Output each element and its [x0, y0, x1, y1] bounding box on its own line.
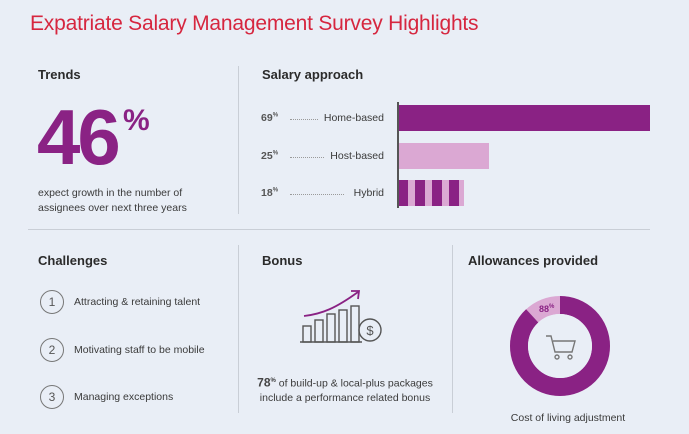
salary-heading: Salary approach [262, 67, 364, 82]
salary-label-host: Host-based [330, 150, 384, 162]
challenge-number-3: 3 [40, 385, 64, 409]
page-title: Expatriate Salary Management Survey High… [30, 12, 479, 35]
salary-bar-hybrid [398, 180, 464, 206]
svg-text:$: $ [366, 323, 374, 338]
allowances-heading: Allowances provided [468, 253, 599, 268]
salary-bar-home [398, 105, 650, 131]
salary-pct-home: 69% [261, 112, 279, 124]
bonus-description: 78% of build-up & local-plus packages in… [250, 374, 440, 405]
salary-axis [397, 102, 399, 208]
donut-arc-value [510, 296, 610, 396]
salary-label-home: Home-based [323, 112, 384, 124]
divider-vertical-bottom-right [452, 245, 453, 413]
divider-vertical-bottom-left [238, 245, 239, 413]
allowances-donut [508, 294, 612, 403]
salary-bar-host [398, 143, 489, 169]
bonus-line1: 78% of build-up & local-plus packages [257, 375, 433, 390]
bonus-line2: include a performance related bonus [259, 391, 431, 404]
trends-desc-line2: assignees over next three years [38, 202, 187, 214]
trends-description: expect growth in the number of assignees… [38, 186, 187, 216]
challenge-text-2: Motivating staff to be mobile [74, 344, 205, 356]
salary-label-hybrid: Hybrid [353, 187, 384, 199]
salary-leader-home [290, 119, 318, 120]
salary-pct-hybrid: 18% [261, 187, 279, 199]
allowances-pct: 88% [539, 304, 555, 314]
salary-leader-hybrid [290, 194, 344, 195]
salary-pct-host: 25% [261, 150, 279, 162]
trends-percent-sign: % [123, 104, 150, 137]
shopping-cart-icon [546, 335, 576, 360]
challenge-text-1: Attracting & retaining talent [74, 296, 201, 308]
trends-heading: Trends [38, 67, 81, 82]
trends-value: 46 [37, 93, 121, 181]
bonus-heading: Bonus [262, 253, 303, 268]
challenge-number-1: 1 [40, 290, 64, 314]
trends-desc-line1: expect growth in the number of [38, 187, 183, 199]
challenge-text-3: Managing exceptions [74, 391, 174, 403]
growth-chart-dollar-icon: $ [300, 288, 390, 355]
challenge-number-2: 2 [40, 338, 64, 362]
challenges-heading: Challenges [38, 253, 108, 268]
allowances-caption: Cost of living adjustment [510, 412, 626, 424]
divider-horizontal [28, 229, 650, 230]
divider-vertical-top [238, 66, 239, 214]
salary-leader-host [290, 157, 324, 158]
